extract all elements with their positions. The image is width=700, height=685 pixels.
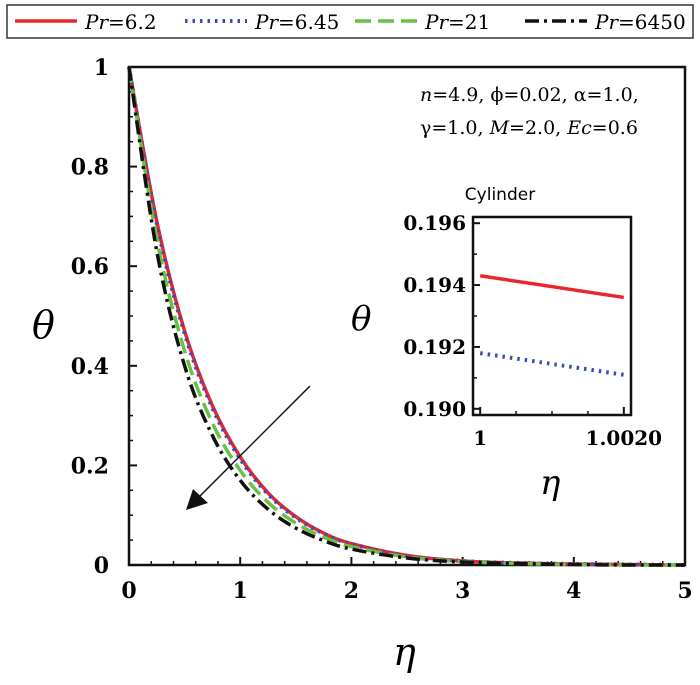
inset-plot-frame <box>471 215 633 417</box>
series-line-4 <box>127 66 686 567</box>
main-axis-ticks: 0 1 2 3 4 5 0 0.2 0.4 0.6 0.8 1 <box>71 55 693 604</box>
inset-y-axis-label: θ <box>351 299 371 339</box>
trend-arrow-head <box>186 489 208 510</box>
inset-x-tick-label: 1 <box>473 426 487 450</box>
y-tick-label: 0.6 <box>71 254 109 280</box>
inset-series-group <box>479 274 625 377</box>
param-ec-val: =0.6 <box>592 117 638 139</box>
y-tick-label: 1 <box>94 55 109 81</box>
legend-label-4: Pr=6450 <box>594 10 686 34</box>
params-line-2: γ=1.0, M=2.0, Ec=0.6 <box>420 117 638 139</box>
x-axis-label: η <box>393 630 416 674</box>
x-tick-label: 3 <box>455 578 470 604</box>
x-tick-label: 5 <box>677 578 692 604</box>
param-n: n <box>420 84 432 106</box>
y-tick-label: 0.8 <box>71 155 109 181</box>
inset-axis-ticks: 0.190 0.192 0.194 0.196 1 1.0020 <box>403 211 662 450</box>
param-m-val: =2.0, <box>509 117 567 139</box>
trend-arrow-line <box>199 385 311 497</box>
x-tick-label: 1 <box>233 578 248 604</box>
series-line-3 <box>127 66 686 567</box>
main-series-group <box>127 66 686 567</box>
y-tick-label: 0 <box>94 553 109 579</box>
param-m: M <box>489 117 510 139</box>
x-tick-label: 4 <box>566 578 581 604</box>
legend-box <box>6 4 694 39</box>
inset-y-tick-label: 0.194 <box>403 273 466 297</box>
params-line-1: n=4.9, ϕ=0.02, α=1.0, <box>420 84 639 106</box>
param-ec: Ec <box>566 117 592 139</box>
param-gamma: γ=1.0, <box>420 117 490 139</box>
inset-y-tick-label: 0.190 <box>403 397 466 421</box>
x-tick-label: 2 <box>344 578 359 604</box>
inset-x-axis-label: η <box>540 463 561 503</box>
y-axis-label: θ <box>32 303 55 347</box>
legend-label-2: Pr=6.45 <box>254 10 339 34</box>
param-rest-1: =4.9, ϕ=0.02, α=1.0, <box>432 84 638 106</box>
legend-label-3: Pr=21 <box>424 10 490 34</box>
inset-series-line-2 <box>479 351 625 377</box>
y-tick-label: 0.2 <box>71 453 109 479</box>
inset-series-line-1 <box>479 274 625 300</box>
y-tick-label: 0.4 <box>71 354 109 380</box>
inset-title: Cylinder <box>465 185 535 205</box>
legend-label-1: Pr=6.2 <box>84 10 157 34</box>
inset-y-tick-label: 0.196 <box>403 211 466 235</box>
legend: Pr=6.2 Pr=6.45 Pr=21 Pr=6450 <box>15 10 686 34</box>
x-tick-label: 0 <box>121 578 136 604</box>
inset-y-tick-label: 0.192 <box>403 335 466 359</box>
inset-x-tick-label: 1.0020 <box>586 426 663 450</box>
